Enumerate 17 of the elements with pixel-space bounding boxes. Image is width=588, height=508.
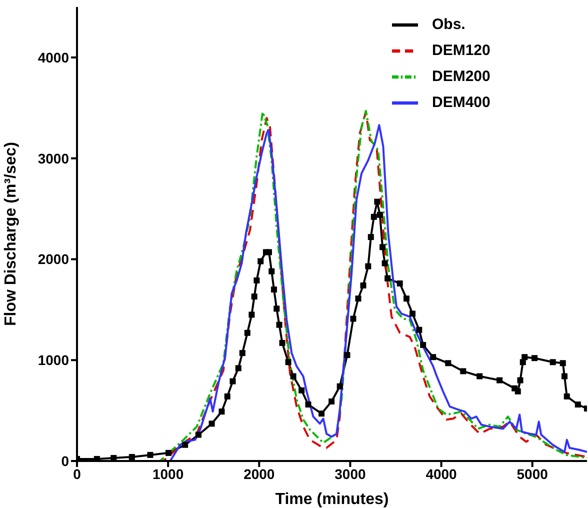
x-tick-label: 2000 xyxy=(244,466,275,482)
y-tick-label: 1000 xyxy=(38,352,70,368)
x-tick-label: 4000 xyxy=(426,466,458,482)
x-tick-label: 5000 xyxy=(516,466,548,482)
x-tick-label: 1000 xyxy=(152,466,184,482)
y-tick-label: 3000 xyxy=(38,150,70,166)
y-axis-title: Flow Discharge (m³/sec) xyxy=(2,142,20,326)
legend-label: DEM400 xyxy=(432,94,490,111)
legend-label: Obs. xyxy=(432,16,466,33)
y-tick-label: 2000 xyxy=(38,251,70,268)
x-tick-label: 0 xyxy=(73,466,82,482)
x-tick-label: 3000 xyxy=(334,466,366,482)
legend-label: DEM120 xyxy=(432,42,490,59)
legend-label: DEM200 xyxy=(432,68,490,85)
y-tick-label: 4000 xyxy=(38,49,70,66)
y-tick-label: 0 xyxy=(61,452,70,469)
x-axis-title: Time (minutes) xyxy=(275,491,389,508)
